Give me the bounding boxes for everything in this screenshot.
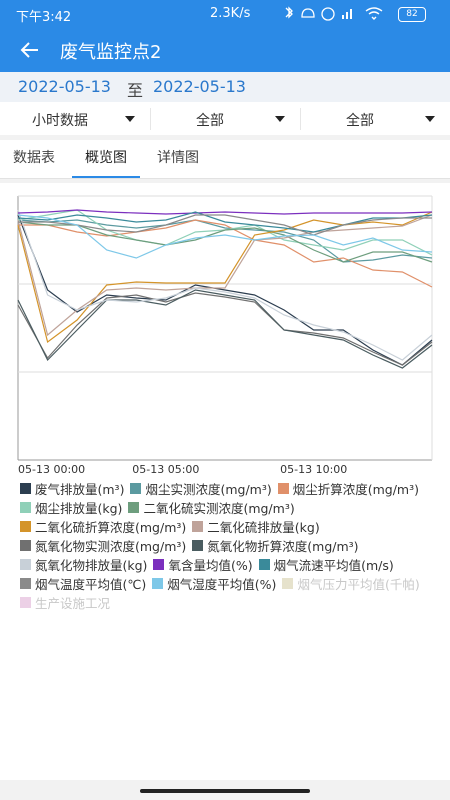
legend-item[interactable]: 二氧化硫排放量(kg) bbox=[192, 517, 320, 536]
filter-label: 全部 bbox=[346, 113, 374, 129]
separator bbox=[300, 108, 301, 130]
series-line bbox=[17, 214, 433, 259]
series-line bbox=[17, 211, 433, 344]
legend-swatch bbox=[20, 502, 31, 513]
dropdown-arrow bbox=[425, 116, 435, 122]
legend-swatch bbox=[20, 559, 31, 570]
legend-label: 烟气湿度平均值(%) bbox=[167, 577, 277, 592]
legend-swatch bbox=[20, 597, 31, 608]
battery: 82 bbox=[398, 7, 426, 22]
legend-swatch bbox=[153, 559, 165, 570]
back-button[interactable] bbox=[20, 41, 40, 59]
x-tick-label: 05-13 10:00 bbox=[280, 463, 347, 476]
filter-row: 小时数据 全部 全部 bbox=[0, 102, 450, 135]
legend-item[interactable]: 氮氧化物排放量(kg) bbox=[20, 555, 147, 574]
legend-item[interactable]: 烟尘实测浓度(mg/m³) bbox=[130, 479, 272, 498]
legend-label: 氧含量均值(%) bbox=[168, 558, 253, 573]
end-date[interactable]: 2022-05-13 bbox=[153, 77, 246, 96]
legend-item[interactable]: 生产设施工况 bbox=[20, 593, 110, 612]
tab-bar: 数据表 概览图 详情图 bbox=[0, 140, 450, 179]
series-line bbox=[18, 214, 432, 236]
legend-item[interactable]: 烟气温度平均值(℃) bbox=[20, 574, 146, 593]
legend-label: 二氧化硫排放量(kg) bbox=[207, 520, 320, 535]
legend-label: 烟尘折算浓度(mg/m³) bbox=[292, 482, 419, 497]
legend-swatch bbox=[20, 483, 31, 494]
legend-label: 氮氧化物排放量(kg) bbox=[35, 558, 148, 573]
legend-label: 烟尘实测浓度(mg/m³) bbox=[145, 482, 272, 497]
legend: 废气排放量(m³) 烟尘实测浓度(mg/m³) 烟尘折算浓度(mg/m³) 烟尘排放量… bbox=[20, 479, 440, 612]
chart-card: 05-13 00:00 05-13 05:00 05-13 10:00 废气排放量(… bbox=[0, 183, 450, 780]
legend-item[interactable]: 二氧化硫实测浓度(mg/m³) bbox=[128, 498, 295, 517]
legend-item[interactable]: 烟气湿度平均值(%) bbox=[152, 574, 276, 593]
legend-item[interactable]: 烟气压力平均值(千帕) bbox=[282, 574, 420, 593]
legend-label: 烟气流速平均值(m/s) bbox=[273, 558, 394, 573]
series-line bbox=[17, 211, 433, 233]
legend-swatch bbox=[282, 578, 294, 589]
legend-item[interactable]: 烟气流速平均值(m/s) bbox=[258, 555, 394, 574]
legend-label: 生产设施工况 bbox=[35, 596, 111, 611]
legend-item[interactable]: 烟尘折算浓度(mg/m³) bbox=[277, 479, 419, 498]
legend-swatch bbox=[20, 540, 31, 551]
legend-item[interactable]: 氮氧化物实测浓度(mg/m³) bbox=[20, 536, 186, 555]
status-time: 下午3:42 bbox=[16, 10, 72, 25]
legend-label: 氮氧化物折算浓度(mg/m³) bbox=[207, 539, 359, 554]
series-line bbox=[17, 289, 433, 369]
tab[interactable]: 详情图 bbox=[157, 150, 199, 166]
series-line bbox=[17, 221, 433, 263]
legend-label: 氮氧化物实测浓度(mg/m³) bbox=[35, 539, 187, 554]
legend-swatch bbox=[20, 521, 31, 532]
date-separator: 至 bbox=[127, 81, 144, 100]
filter[interactable]: 全部 bbox=[300, 102, 450, 135]
separator bbox=[150, 108, 151, 130]
legend-item[interactable]: 废气排放量(m³) bbox=[20, 479, 124, 498]
series-line bbox=[17, 214, 433, 366]
legend-swatch bbox=[130, 483, 142, 494]
legend-item[interactable]: 烟尘排放量(kg) bbox=[20, 498, 122, 517]
status-bar: 下午3:42 2.3K/s 82 bbox=[0, 0, 450, 28]
filter-label: 小时数据 bbox=[32, 113, 88, 129]
legend-swatch bbox=[277, 483, 289, 494]
legend-swatch bbox=[192, 540, 204, 551]
x-tick-label: 05-13 05:00 bbox=[132, 463, 199, 476]
home-indicator bbox=[140, 789, 310, 793]
series-line bbox=[17, 209, 433, 215]
legend-label: 烟尘排放量(kg) bbox=[35, 501, 123, 516]
legend-swatch bbox=[152, 578, 164, 589]
legend-label: 二氧化硫实测浓度(mg/m³) bbox=[143, 501, 295, 516]
legend-swatch bbox=[192, 521, 204, 532]
tab[interactable]: 概览图 bbox=[72, 140, 140, 178]
legend-item[interactable]: 二氧化硫折算浓度(mg/m³) bbox=[20, 517, 186, 536]
date-range[interactable]: 2022-05-13 至 2022-05-13 bbox=[0, 72, 450, 102]
tab[interactable]: 数据表 bbox=[13, 150, 55, 166]
chart: 05-13 00:00 05-13 05:00 05-13 10:00 bbox=[17, 195, 433, 476]
app-bar: 废气监控点2 bbox=[0, 28, 450, 72]
legend-label: 废气排放量(m³) bbox=[35, 482, 125, 497]
dropdown-arrow bbox=[275, 116, 285, 122]
legend-label: 烟气温度平均值(℃) bbox=[35, 577, 147, 592]
dropdown-arrow bbox=[125, 116, 135, 122]
status-icons bbox=[285, 6, 383, 21]
filter[interactable]: 小时数据 bbox=[0, 102, 150, 135]
filter[interactable]: 全部 bbox=[150, 102, 300, 135]
series-line bbox=[17, 219, 433, 263]
legend-label: 二氧化硫折算浓度(mg/m³) bbox=[35, 520, 187, 535]
x-tick-label: 05-13 00:00 bbox=[18, 463, 85, 476]
series-line bbox=[17, 214, 433, 337]
legend-swatch bbox=[20, 578, 31, 589]
series-line bbox=[17, 292, 433, 366]
legend-swatch bbox=[128, 502, 140, 513]
series-line bbox=[17, 209, 433, 361]
page-title: 废气监控点2 bbox=[60, 42, 162, 63]
legend-item[interactable]: 氮氧化物折算浓度(mg/m³) bbox=[192, 536, 359, 555]
legend-label: 烟气压力平均值(千帕) bbox=[297, 577, 420, 592]
filter-label: 全部 bbox=[196, 113, 224, 129]
network-speed: 2.3K/s bbox=[210, 6, 251, 21]
start-date[interactable]: 2022-05-13 bbox=[18, 77, 111, 96]
legend-swatch bbox=[258, 559, 270, 570]
legend-item[interactable]: 氧含量均值(%) bbox=[153, 555, 253, 574]
